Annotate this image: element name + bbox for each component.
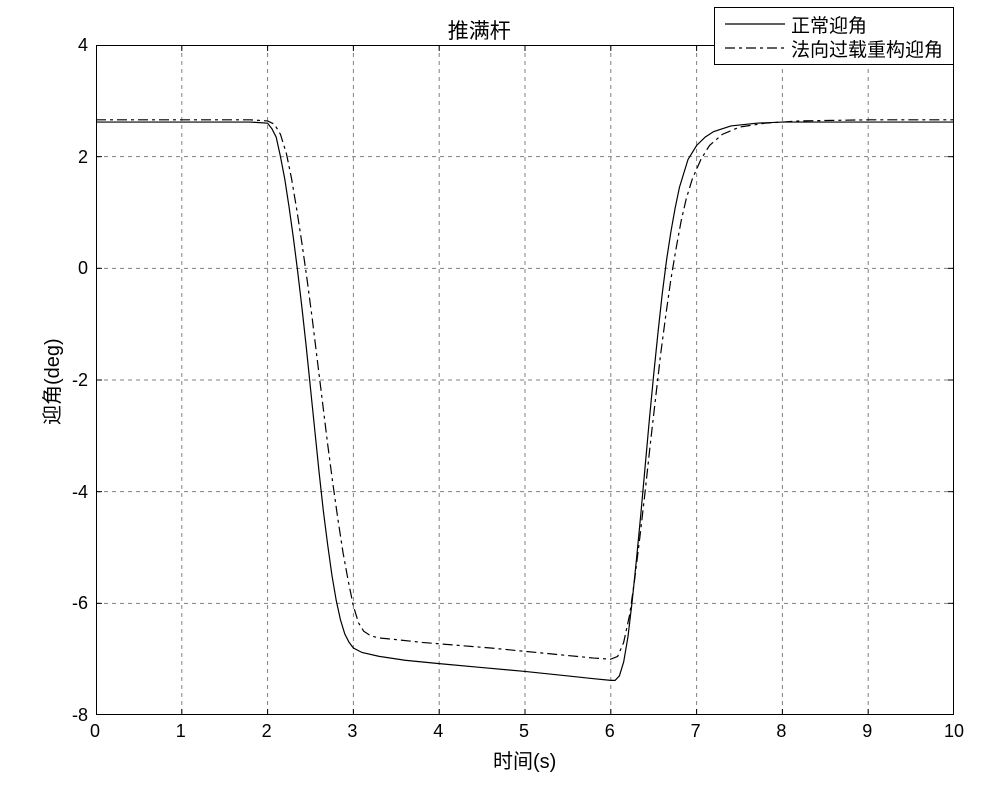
chart-title: 推满杆 xyxy=(448,15,511,45)
x-tick-label: 1 xyxy=(176,721,186,742)
x-tick-label: 7 xyxy=(691,721,701,742)
x-tick-label: 10 xyxy=(944,721,964,742)
y-tick-label: 4 xyxy=(58,35,88,56)
x-tick-label: 5 xyxy=(519,721,529,742)
y-tick-label: -4 xyxy=(58,482,88,503)
legend-line-sample xyxy=(725,38,785,58)
y-tick-label: -6 xyxy=(58,593,88,614)
legend-item: 正常迎角 xyxy=(725,12,943,36)
y-tick-label: 2 xyxy=(58,147,88,168)
legend-line-sample xyxy=(725,14,785,34)
y-tick-label: -2 xyxy=(58,370,88,391)
x-tick-label: 4 xyxy=(433,721,443,742)
plot-area xyxy=(96,45,954,715)
legend: 正常迎角法向过载重构迎角 xyxy=(714,7,954,65)
plot-svg xyxy=(96,45,954,715)
x-tick-label: 3 xyxy=(347,721,357,742)
legend-label: 法向过载重构迎角 xyxy=(791,35,943,62)
y-tick-label: 0 xyxy=(58,258,88,279)
figure: 推满杆 时间(s) 迎角(deg) 012345678910-8-6-4-202… xyxy=(0,0,1000,785)
x-tick-label: 6 xyxy=(605,721,615,742)
x-tick-label: 2 xyxy=(262,721,272,742)
x-tick-label: 8 xyxy=(776,721,786,742)
legend-label: 正常迎角 xyxy=(791,11,867,38)
y-tick-label: -8 xyxy=(58,705,88,726)
x-axis-label: 时间(s) xyxy=(493,745,556,774)
legend-item: 法向过载重构迎角 xyxy=(725,36,943,60)
x-tick-label: 9 xyxy=(862,721,872,742)
x-tick-label: 0 xyxy=(90,721,100,742)
